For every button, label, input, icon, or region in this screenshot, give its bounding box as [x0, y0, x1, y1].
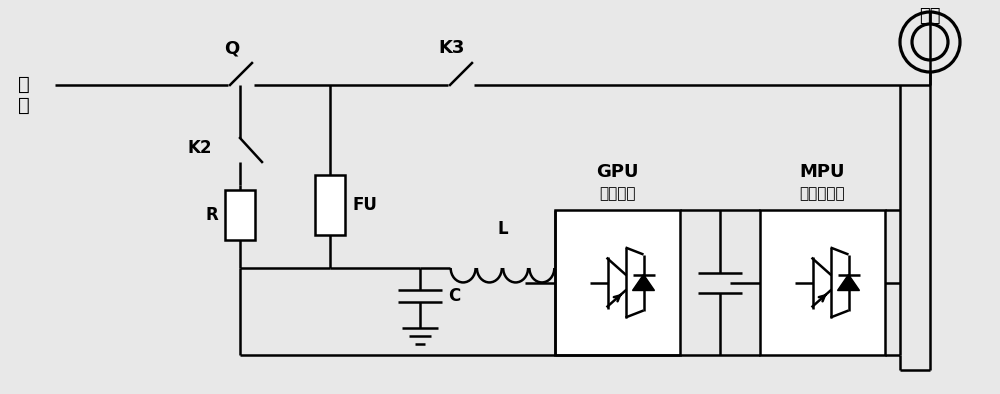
- Text: 网侧模块: 网侧模块: [599, 186, 636, 201]
- Text: 转子侧模块: 转子侧模块: [800, 186, 845, 201]
- Text: 电
网: 电 网: [18, 75, 30, 115]
- Text: L: L: [497, 220, 508, 238]
- Text: Q: Q: [224, 39, 240, 57]
- Text: FU: FU: [352, 196, 377, 214]
- Text: GPU: GPU: [596, 163, 639, 181]
- Text: C: C: [448, 287, 460, 305]
- Bar: [315, 175, 345, 235]
- Polygon shape: [838, 275, 860, 290]
- Bar: [760, 210, 885, 355]
- Text: K3: K3: [439, 39, 465, 57]
- Bar: [225, 190, 255, 240]
- Bar: [555, 210, 680, 355]
- Polygon shape: [633, 275, 654, 290]
- Text: MPU: MPU: [800, 163, 845, 181]
- Text: 电机: 电机: [919, 7, 941, 25]
- Text: K2: K2: [188, 139, 212, 157]
- Text: R: R: [205, 206, 218, 224]
